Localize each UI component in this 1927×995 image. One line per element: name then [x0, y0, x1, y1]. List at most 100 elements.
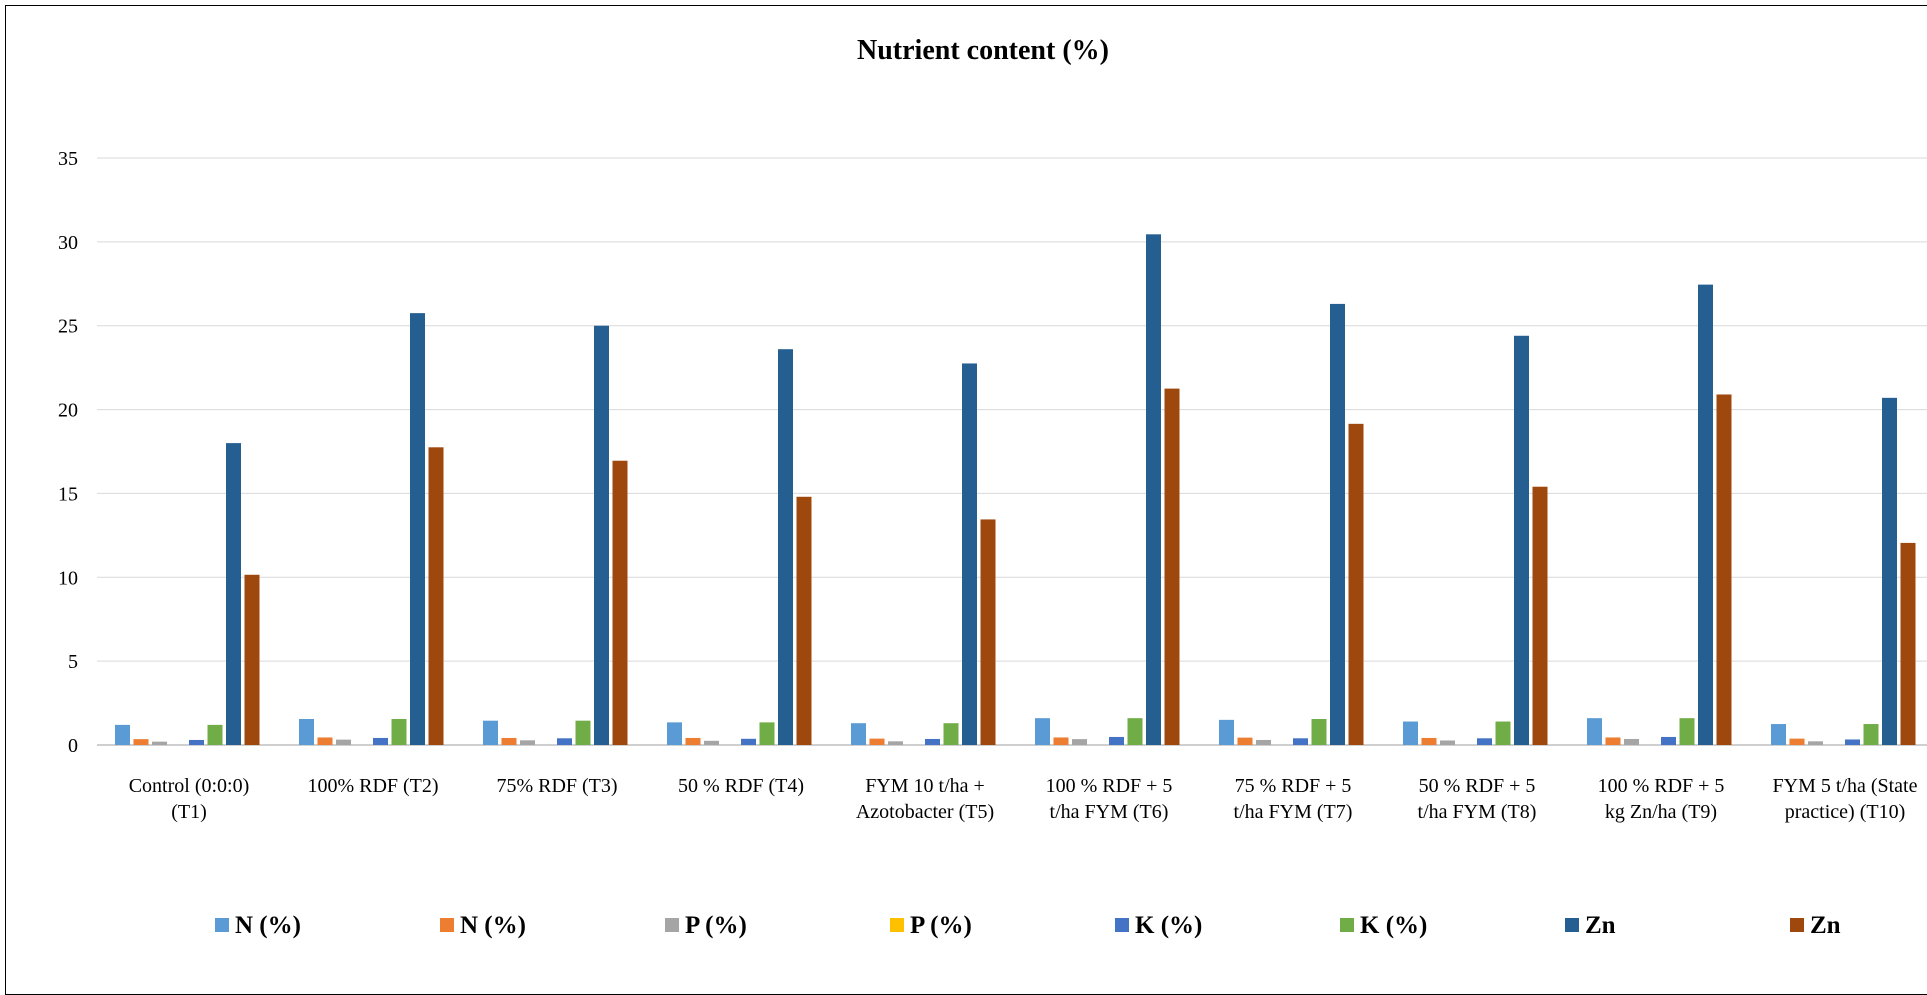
bar [317, 737, 333, 745]
legend-swatch [665, 918, 679, 932]
bar [962, 363, 977, 745]
bar [501, 737, 517, 745]
legend: N (%) N (%) P (%) P (%) K (%) K (%) Zn Zn [215, 912, 1841, 939]
bar [1164, 388, 1180, 745]
legend-label: Zn [1585, 912, 1616, 939]
bar [1863, 724, 1879, 745]
bar [1698, 284, 1713, 745]
bar [869, 738, 885, 745]
bar [612, 460, 628, 745]
gridlines [97, 157, 1927, 746]
legend-label: N (%) [235, 912, 301, 939]
bar [244, 574, 260, 745]
bar [115, 724, 130, 745]
x-tick-label: Control (0:0:0) (T1) [129, 775, 250, 823]
x-tick-label: 50 % RDF + 5 t/ha FYM (T8) [1418, 775, 1537, 823]
bar [1882, 397, 1897, 745]
x-tick-label: 75% RDF (T3) [496, 775, 617, 797]
bar [1495, 721, 1511, 745]
bar [1679, 718, 1695, 745]
bar [1293, 738, 1308, 745]
y-tick-label: 5 [68, 651, 78, 673]
bar [189, 739, 204, 745]
y-tick-label: 35 [58, 148, 78, 170]
chart-title: Nutrient content (%) [857, 35, 1109, 66]
bar [1146, 234, 1161, 745]
legend-swatch [215, 918, 229, 932]
legend-label: N (%) [460, 912, 526, 939]
bar [336, 739, 351, 745]
x-tick-label: 75 % RDF + 5 t/ha FYM (T7) [1234, 775, 1353, 823]
legend-label: K (%) [1360, 912, 1427, 939]
bar [1624, 738, 1639, 745]
bar [594, 325, 609, 745]
bar [980, 519, 996, 745]
x-tick-label: FYM 5 t/ha (State practice) (T10) [1773, 775, 1918, 823]
legend-label: K (%) [1135, 912, 1202, 939]
bar [1256, 739, 1271, 745]
legend-label: Zn [1810, 912, 1841, 939]
legend-swatch [1790, 918, 1804, 932]
y-tick-label: 30 [58, 232, 78, 254]
bar [1789, 738, 1805, 745]
y-tick-label: 0 [68, 735, 78, 757]
bar [1532, 486, 1548, 745]
x-tick-label: 100% RDF (T2) [307, 775, 438, 797]
bar [299, 719, 314, 745]
legend-label: P (%) [910, 912, 972, 939]
bar [1072, 739, 1087, 745]
y-tick-label: 15 [58, 483, 78, 505]
legend-swatch [1115, 918, 1129, 932]
bar [1237, 737, 1253, 745]
bar [1127, 718, 1143, 745]
legend-label: P (%) [685, 912, 747, 939]
bar [410, 313, 425, 745]
bar [1348, 423, 1364, 745]
bar [759, 722, 775, 745]
bar [1587, 718, 1602, 745]
legend-swatch [1340, 918, 1354, 932]
bar [1605, 737, 1621, 745]
bar [851, 723, 866, 745]
bar [1109, 736, 1124, 745]
x-tick-label: 100 % RDF + 5 kg Zn/ha (T9) [1598, 775, 1725, 823]
bars [115, 234, 1916, 745]
bar [704, 740, 719, 745]
bar [667, 722, 682, 745]
bar [1716, 394, 1732, 745]
bar [925, 738, 940, 745]
bar [133, 739, 149, 745]
bar [557, 738, 572, 745]
bar [1440, 740, 1455, 745]
y-axis: 0 5 10 15 20 25 30 35 [58, 148, 78, 757]
bar [520, 740, 535, 745]
bar [1421, 737, 1437, 745]
x-tick-label: 50 % RDF (T4) [678, 775, 804, 797]
legend-swatch [1565, 918, 1579, 932]
bar [152, 741, 167, 745]
bar [391, 719, 407, 745]
y-tick-label: 20 [58, 400, 78, 422]
bar [1900, 542, 1916, 745]
bar [226, 443, 241, 745]
x-tick-label: FYM 10 t/ha + Azotobacter (T5) [856, 775, 994, 823]
bar [778, 349, 793, 745]
bar [1330, 303, 1345, 745]
bar [685, 737, 701, 745]
y-tick-label: 10 [58, 567, 78, 589]
bar [1035, 718, 1050, 745]
bar [483, 720, 498, 745]
bar [1403, 721, 1418, 745]
bar [1661, 736, 1676, 745]
bar [428, 447, 444, 745]
bar [1771, 724, 1786, 745]
bar [1845, 739, 1860, 745]
bar [1514, 335, 1529, 745]
bar [796, 496, 812, 745]
legend-swatch [440, 918, 454, 932]
bar [741, 738, 756, 745]
bar [888, 741, 903, 745]
y-tick-label: 25 [58, 316, 78, 338]
bar [1053, 737, 1069, 745]
bar [575, 720, 591, 745]
